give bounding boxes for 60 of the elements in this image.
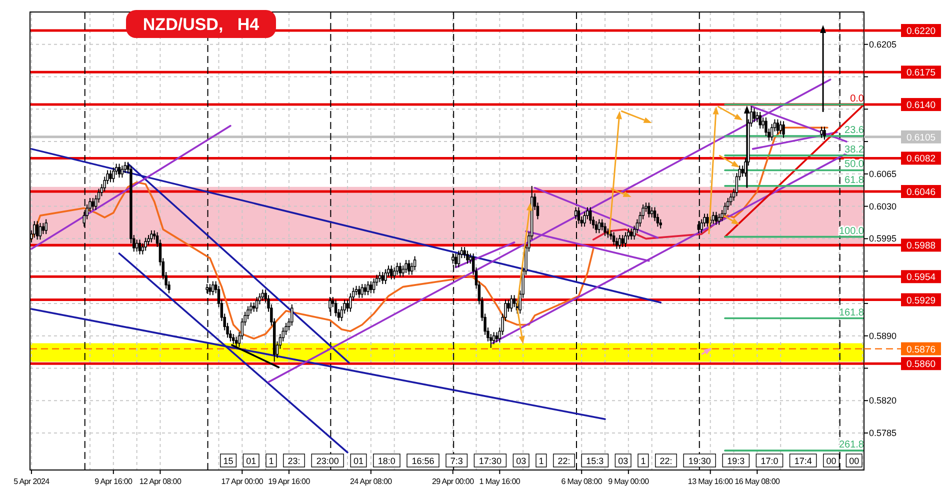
- annotation: 50.0: [844, 159, 864, 170]
- annotation: 17:0: [760, 456, 778, 466]
- annotation: 00: [849, 456, 860, 466]
- x-tick-label: 17 Apr 00:00: [221, 477, 264, 486]
- annotation: 0.0: [850, 94, 864, 105]
- y-tick-label: 0.5995: [869, 234, 897, 244]
- annotation: 19:30: [688, 456, 711, 466]
- annotation: 15:3: [586, 456, 604, 466]
- annotation: 7:3: [450, 456, 463, 466]
- y-tick-label: 0.5785: [869, 428, 897, 438]
- x-tick-label: 24 Apr 08:00: [350, 477, 393, 486]
- x-tick-label: 19 Apr 16:00: [268, 477, 311, 486]
- x-tick-label: 13 May 16:00: [688, 477, 734, 486]
- x-tick-label: 6 May 08:00: [561, 477, 603, 486]
- annotation: 22:: [660, 456, 672, 466]
- x-tick-label: 12 Apr 08:00: [139, 477, 182, 486]
- y-tick-label: 0.5820: [869, 396, 897, 406]
- annotation: 1: [538, 456, 544, 466]
- annotation: 61.8: [844, 174, 864, 186]
- annotation: 17:4: [794, 456, 812, 466]
- x-tick-label: 9 May 00:00: [608, 477, 650, 486]
- annotation: 1: [640, 456, 646, 466]
- ref-line-label: 0.6220: [906, 26, 936, 38]
- x-tick-label: 9 Apr 16:00: [94, 477, 134, 486]
- x-tick-label: 1 May 16:00: [479, 477, 521, 486]
- annotation: 23:00: [316, 456, 339, 466]
- annotation: 01: [246, 456, 256, 466]
- annotation: 01: [353, 456, 364, 466]
- y-tick-label: 0.6030: [869, 201, 897, 212]
- annotation: 00: [826, 456, 836, 466]
- ref-line-label: 0.5954: [906, 272, 936, 284]
- annotation: 22:: [558, 456, 570, 466]
- ref-line-label: 0.6175: [906, 68, 936, 79]
- ref-line-label: 0.6046: [906, 187, 936, 198]
- annotation: 23:: [288, 456, 300, 466]
- ref-line-label: 0.6105: [906, 132, 936, 144]
- ref-line-label: 0.5988: [906, 240, 936, 252]
- ref-line-label: 0.6082: [906, 154, 936, 165]
- annotation: 100.0: [838, 226, 864, 237]
- annotation: 23.6: [844, 124, 864, 136]
- x-tick-label: 5 Apr 2024: [14, 477, 50, 486]
- annotation: 18:0: [378, 456, 396, 466]
- annotation: 17:30: [478, 456, 502, 466]
- annotation: 15: [223, 456, 234, 466]
- y-tick-label: 0.6205: [869, 39, 897, 50]
- annotation: 19:3: [727, 456, 745, 466]
- y-tick-label: 0.5890: [869, 330, 897, 341]
- ref-line-label: 0.5876: [906, 344, 936, 356]
- x-tick-label: 29 Apr 00:00: [432, 477, 475, 486]
- x-tick-label: 16 May 08:00: [734, 477, 780, 486]
- chart-title: NZD/USD, H4: [142, 15, 260, 34]
- annotation: 1: [268, 456, 274, 466]
- ref-line-label: 0.5860: [906, 359, 936, 370]
- ref-line-label: 0.5929: [906, 295, 936, 306]
- annotation: 03: [516, 456, 526, 466]
- annotation: 16:56: [412, 456, 434, 466]
- y-tick-label: 0.6065: [869, 168, 897, 179]
- annotation: 38.2: [844, 144, 864, 156]
- annotation: 03: [618, 456, 628, 466]
- ref-line-label: 0.6140: [906, 100, 936, 112]
